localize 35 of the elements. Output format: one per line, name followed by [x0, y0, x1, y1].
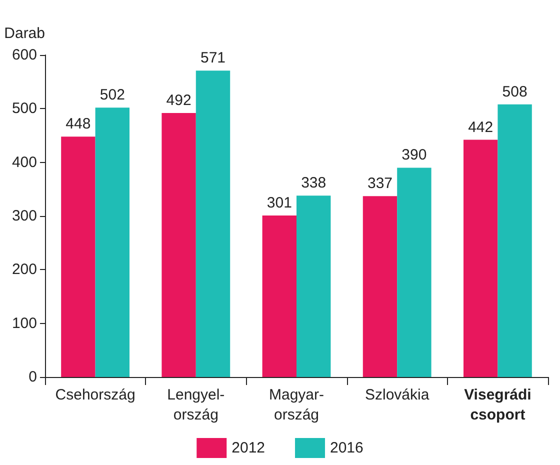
- bar: [95, 108, 130, 377]
- bar: [262, 215, 296, 377]
- bar: [397, 168, 432, 377]
- x-tick-label: Lengyel- ország: [167, 386, 225, 424]
- data-label: 390: [402, 146, 427, 164]
- x-tick-label: Szlovákia: [365, 386, 430, 404]
- data-label: 448: [66, 116, 91, 133]
- y-tick-label: 500: [12, 100, 37, 118]
- x-tick-label: Visegrádi csoport: [464, 386, 532, 424]
- data-label: 337: [367, 175, 393, 192]
- y-tick-label: 600: [12, 46, 37, 64]
- y-tick-label: 300: [12, 208, 37, 224]
- y-tick-label: 100: [12, 314, 37, 332]
- bar: [196, 70, 230, 377]
- data-label: 492: [166, 92, 192, 109]
- y-tick-label: 400: [12, 154, 37, 171]
- y-tick-label: 0: [28, 368, 37, 386]
- bar: [296, 196, 331, 377]
- data-label: 502: [100, 86, 125, 104]
- bar: [463, 140, 498, 377]
- bar: [362, 196, 398, 377]
- y-tick-label: 200: [12, 261, 37, 278]
- data-label: 508: [502, 83, 528, 100]
- legend-label: 2012: [232, 440, 266, 456]
- legend-label: 2016: [330, 440, 364, 456]
- x-tick-label: Csehország: [55, 386, 136, 404]
- y-axis-title: Darab: [4, 25, 45, 42]
- data-label: 301: [266, 194, 292, 212]
- data-label: 442: [468, 118, 494, 136]
- bar: [61, 136, 96, 377]
- bar: [162, 112, 196, 377]
- data-label: 571: [200, 50, 226, 67]
- bar: [498, 104, 532, 377]
- data-label: 338: [301, 174, 326, 192]
- x-tick-label: Magyar- ország: [268, 386, 324, 424]
